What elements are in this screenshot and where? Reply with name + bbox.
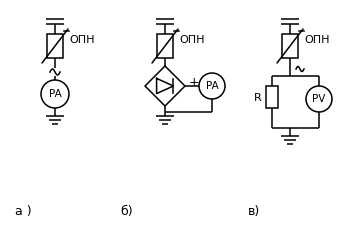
Text: PA: PA xyxy=(206,81,218,91)
Circle shape xyxy=(199,73,225,99)
Circle shape xyxy=(41,80,69,108)
Text: ОПН: ОПН xyxy=(69,35,94,45)
Circle shape xyxy=(306,86,332,112)
Bar xyxy=(157,34,173,58)
Text: в): в) xyxy=(248,205,260,218)
Text: PV: PV xyxy=(312,94,326,104)
Bar xyxy=(47,34,63,58)
Text: ОПН: ОПН xyxy=(179,35,204,45)
Bar xyxy=(282,34,298,58)
Text: ОПН: ОПН xyxy=(304,35,329,45)
Text: PA: PA xyxy=(49,89,61,99)
Text: б): б) xyxy=(120,205,133,218)
Text: а ): а ) xyxy=(15,205,32,218)
Text: R: R xyxy=(254,93,262,103)
Text: +: + xyxy=(189,77,199,89)
Bar xyxy=(266,86,278,108)
